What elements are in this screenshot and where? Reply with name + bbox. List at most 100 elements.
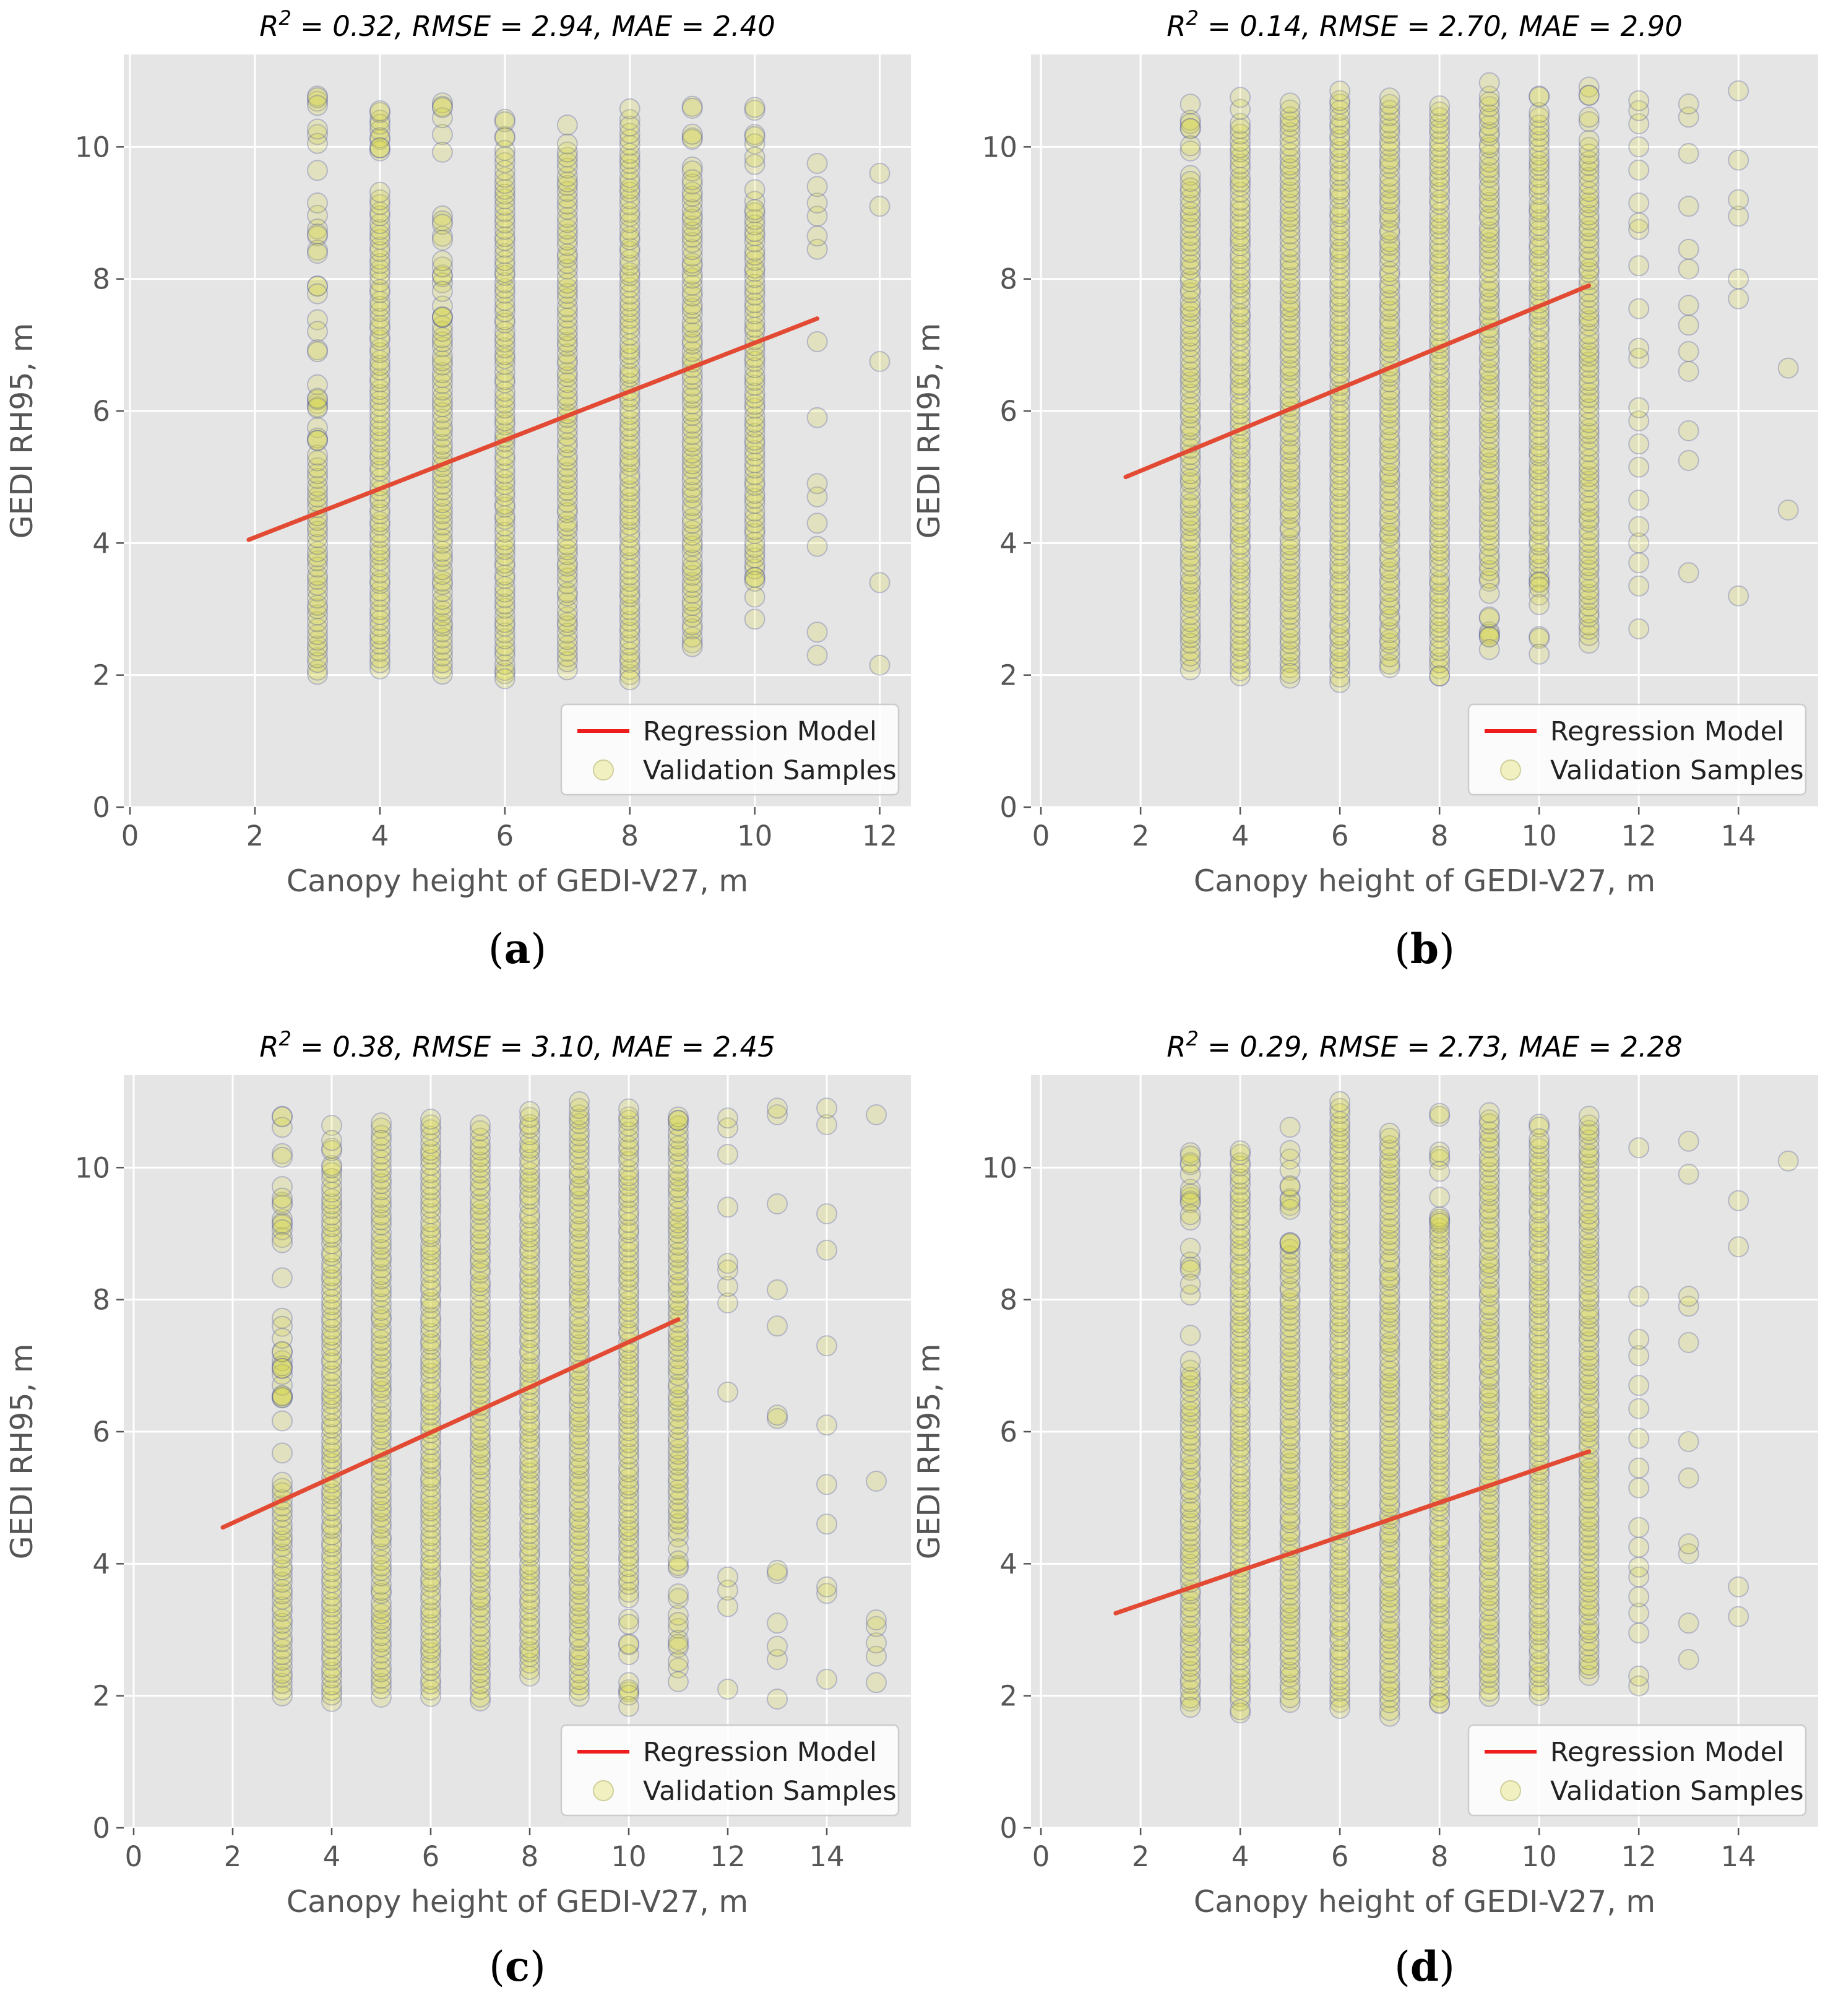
- sample-point: [744, 100, 766, 121]
- sample-point: [307, 624, 328, 646]
- sample-point: [369, 113, 390, 135]
- sample-point: [494, 309, 515, 331]
- sample-point: [1429, 665, 1451, 687]
- sample-point: [556, 301, 578, 322]
- sample-point: [681, 199, 703, 220]
- sample-point: [369, 591, 390, 612]
- sample-point: [744, 542, 766, 564]
- title-stats: = 0.14, RMSE = 2.70, MAE = 2.90: [1199, 10, 1683, 43]
- sample-point: [494, 410, 515, 431]
- sample-point: [321, 1130, 342, 1151]
- chart-title: R2 = 0.29, RMSE = 2.73, MAE = 2.28: [1167, 1027, 1683, 1063]
- sample-point: [494, 568, 515, 589]
- sample-point: [1628, 337, 1650, 359]
- sample-point: [556, 474, 578, 496]
- sample-point: [431, 645, 453, 667]
- sample-point: [272, 1187, 293, 1209]
- sample-point: [307, 204, 328, 226]
- sample-point: [619, 153, 640, 175]
- sample-point: [1728, 288, 1749, 309]
- sample-point: [1777, 357, 1799, 379]
- sample-point: [369, 318, 390, 339]
- sample-point: [431, 664, 453, 685]
- sample-point: [556, 361, 578, 383]
- sample-point: [494, 463, 515, 485]
- sample-point: [1628, 1516, 1650, 1538]
- sample-point: [806, 407, 828, 428]
- sample-point: [556, 511, 578, 532]
- sample-point: [619, 434, 640, 456]
- y-tick-label: 8: [92, 1284, 110, 1317]
- sample-point: [744, 347, 766, 368]
- sample-point: [494, 587, 515, 608]
- y-tick-label: 6: [92, 395, 110, 428]
- sample-point: [1429, 1187, 1451, 1208]
- sample-point: [307, 587, 328, 609]
- sample-point: [744, 558, 766, 580]
- sample-point: [744, 191, 766, 212]
- sample-point: [1180, 1237, 1201, 1259]
- sample-point: [369, 371, 390, 393]
- sample-point: [431, 574, 453, 595]
- sample-point: [556, 519, 578, 541]
- sample-point: [494, 381, 515, 402]
- sample-point: [556, 515, 578, 537]
- sample-point: [681, 453, 703, 475]
- sample-point: [681, 316, 703, 338]
- sample-point: [1728, 189, 1749, 210]
- sample-point: [556, 343, 578, 365]
- sample-point: [1628, 1622, 1650, 1644]
- sample-point: [494, 640, 515, 662]
- sample-point: [806, 225, 828, 247]
- sample-point: [494, 296, 515, 318]
- sample-point: [816, 1474, 837, 1495]
- sample-point: [619, 205, 640, 227]
- sample-point: [556, 296, 578, 318]
- sample-point: [556, 539, 578, 561]
- legend: Regression Model Validation Samples: [1467, 703, 1807, 796]
- sample-point: [717, 1566, 738, 1588]
- sample-point: [1628, 552, 1650, 574]
- sample-point: [1678, 361, 1699, 382]
- sample-point: [681, 239, 703, 261]
- sample-point: [619, 617, 640, 639]
- sample-point: [556, 432, 578, 454]
- sample-point: [369, 379, 390, 400]
- sample-point: [307, 659, 328, 681]
- sample-point: [494, 404, 515, 426]
- x-tick-label: 2: [1132, 1840, 1150, 1873]
- sample-point: [1628, 1427, 1650, 1449]
- caption-close-paren: ): [530, 1943, 546, 1991]
- sample-point: [494, 312, 515, 334]
- sample-point: [369, 580, 390, 602]
- x-tick-label: 6: [1331, 1840, 1349, 1873]
- sample-point: [494, 445, 515, 466]
- sample-point: [556, 175, 578, 196]
- sample-point: [556, 485, 578, 507]
- sample-point: [556, 314, 578, 335]
- x-tick-label: 10: [737, 820, 772, 852]
- sample-point: [1628, 1398, 1650, 1419]
- sample-point: [619, 480, 640, 502]
- sample-point: [806, 644, 828, 666]
- plot-area: [124, 1075, 911, 1828]
- x-tick-label: 4: [1231, 820, 1249, 852]
- sample-point: [717, 1196, 738, 1218]
- sample-point: [744, 571, 766, 592]
- validation-samples-a: [307, 85, 891, 691]
- sample-point: [619, 262, 640, 283]
- sample-point: [494, 581, 515, 603]
- sample-point: [307, 475, 328, 497]
- sample-point: [619, 188, 640, 210]
- sample-point: [1180, 604, 1201, 626]
- sample-point: [369, 224, 390, 246]
- sample-point: [494, 140, 515, 161]
- sample-point: [494, 552, 515, 574]
- sample-point: [619, 318, 640, 340]
- sample-point: [806, 205, 828, 227]
- sample-point: [1180, 645, 1201, 667]
- sample-point: [556, 651, 578, 672]
- sample-point: [494, 218, 515, 240]
- sample-point: [556, 141, 578, 163]
- sample-point: [717, 1382, 738, 1403]
